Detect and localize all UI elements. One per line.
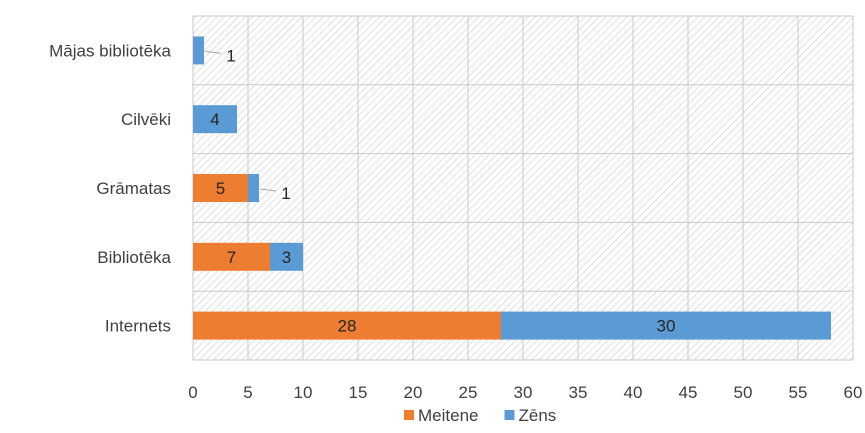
bar-meitene-4 — [193, 311, 501, 340]
legend-label: Zēns — [519, 406, 557, 425]
data-label: 4 — [210, 110, 219, 129]
tick-label: 60 — [844, 383, 863, 402]
category-label: Bibliotēka — [97, 248, 171, 267]
data-label: 7 — [227, 248, 236, 267]
leader-line — [259, 188, 277, 192]
tick-label: 55 — [789, 383, 808, 402]
leader-lines — [204, 50, 277, 192]
legend-swatch — [504, 410, 515, 420]
data-label: 28 — [338, 317, 357, 336]
category-label: Mājas bibliotēka — [49, 41, 171, 60]
tick-label: 15 — [349, 383, 368, 402]
legend: Meitene Zēns — [404, 406, 556, 425]
bar-zēns-1 — [193, 105, 237, 134]
legend-label: Meitene — [418, 406, 478, 425]
tick-label: 30 — [514, 383, 533, 402]
value-axis-tick-labels: 0 5 10 15 20 25 30 35 40 45 50 55 60 — [188, 383, 862, 402]
data-label: 5 — [216, 179, 225, 198]
leader-line — [204, 50, 222, 54]
tick-label: 40 — [624, 383, 643, 402]
data-label: 1 — [281, 184, 290, 203]
data-label: 3 — [282, 248, 291, 267]
tick-label: 10 — [294, 383, 313, 402]
category-label: Internets — [105, 317, 171, 336]
category-label: Grāmatas — [96, 179, 171, 198]
tick-label: 0 — [188, 383, 197, 402]
bar-zēns-3 — [270, 242, 303, 271]
bar-zēns-2 — [248, 174, 259, 202]
gridlines — [192, 15, 854, 361]
bar-meitene-3 — [193, 242, 270, 271]
category-label: Cilvēki — [121, 110, 171, 129]
tick-label: 50 — [734, 383, 753, 402]
tick-label: 45 — [679, 383, 698, 402]
bars — [193, 36, 831, 340]
category-axis-labels: Mājas bibliotēka Cilvēki Grāmatas Bibliotēk… — [49, 41, 171, 335]
bar-zēns-0 — [193, 36, 204, 65]
bar-zēns-4 — [501, 311, 831, 340]
bar-meitene-2 — [193, 174, 248, 202]
tick-label: 35 — [569, 383, 588, 402]
tick-label: 20 — [404, 383, 423, 402]
tick-label: 5 — [243, 383, 252, 402]
tick-label: 25 — [459, 383, 478, 402]
data-label: 30 — [657, 317, 676, 336]
data-labels: 1 4 5 1 7 3 28 30 — [210, 46, 675, 335]
legend-swatch — [404, 410, 414, 420]
data-label: 1 — [226, 46, 235, 65]
